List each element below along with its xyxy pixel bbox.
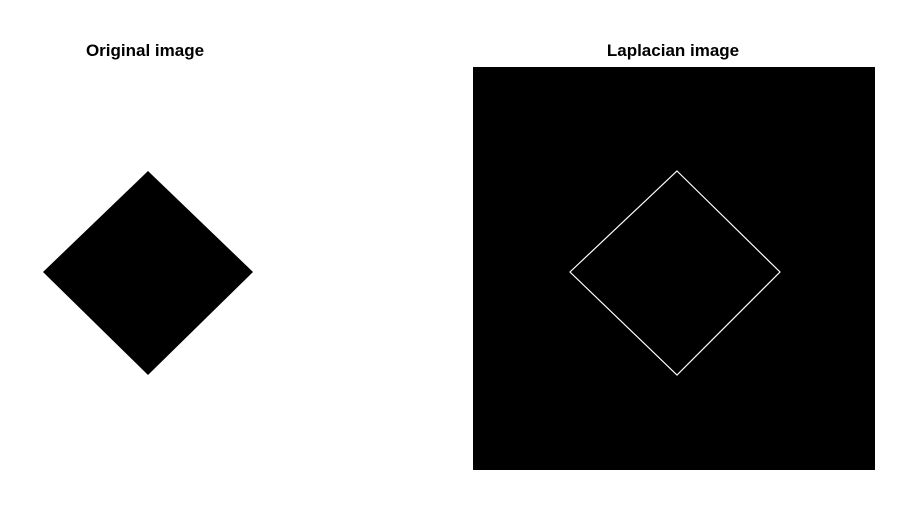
laplacian-image-axes (473, 67, 875, 470)
original-image-title: Original image (85, 41, 205, 60)
diamond-edge-outline (569, 170, 781, 376)
original-image-canvas (43, 67, 253, 472)
laplacian-image-canvas (473, 67, 875, 470)
filled-diamond (43, 171, 253, 375)
laplacian-image-title: Laplacian image (606, 41, 740, 60)
original-image-axes (43, 67, 253, 472)
laplacian-image-background (473, 67, 875, 470)
